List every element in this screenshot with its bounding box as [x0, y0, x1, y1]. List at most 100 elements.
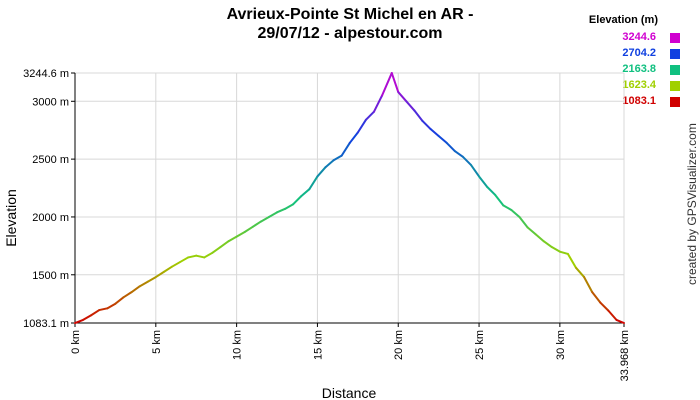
profile-segment — [437, 134, 448, 144]
legend-swatch — [670, 33, 680, 43]
profile-segment — [251, 220, 262, 228]
legend-swatch — [670, 65, 680, 75]
profile-segment — [453, 150, 464, 158]
profile-segment — [219, 240, 230, 249]
profile-segment — [558, 250, 569, 255]
profile-segment — [494, 193, 505, 207]
legend-item-label: 1083.1 — [622, 95, 656, 107]
x-axis-label: Distance — [322, 385, 377, 400]
y-tick-label: 3244.6 m — [23, 68, 69, 80]
profile-segment — [276, 207, 287, 214]
profile-segment — [90, 309, 101, 317]
profile-segment — [259, 215, 270, 223]
y-tick-label: 1500 m — [32, 270, 69, 282]
legend-title: Elevation (m) — [588, 14, 658, 26]
x-tick-label: 30 km — [555, 330, 567, 360]
profile-segment — [348, 131, 359, 144]
profile-segment — [203, 251, 214, 259]
x-tick-label: 20 km — [393, 330, 405, 360]
profile-segment — [227, 235, 238, 243]
x-tick-label: 5 km — [151, 330, 163, 354]
profile-segment — [162, 265, 173, 273]
profile-segment — [421, 119, 432, 131]
legend-item-label: 1623.4 — [622, 79, 656, 91]
profile-segment — [332, 154, 343, 162]
profile-segment — [550, 246, 561, 253]
profile-segment — [154, 270, 165, 279]
profile-segment — [478, 175, 489, 188]
profile-segment — [413, 109, 424, 122]
profile-segment — [267, 211, 279, 218]
profile-segment — [356, 118, 367, 134]
profile-segment — [187, 254, 198, 259]
legend-item: 2704.2 — [600, 47, 680, 61]
legend-swatch — [670, 49, 680, 59]
profile-segment — [445, 141, 456, 153]
profile-segment — [98, 307, 109, 312]
y-tick-labels: 1083.1 m 1500 m 2000 m 2500 m 3000 m 3244.6 m — [23, 68, 69, 330]
profile-segment — [316, 166, 327, 178]
profile-segment — [146, 276, 157, 283]
profile-segment — [243, 225, 254, 233]
x-tick-label: 10 km — [232, 330, 244, 360]
chart-title-line1: Avrieux-Pointe St Michel en AR - — [226, 6, 474, 23]
profile-segment — [130, 285, 141, 294]
legend-swatch — [670, 81, 680, 91]
profile-segment — [284, 203, 295, 210]
y-tick-label: 1083.1 m — [23, 318, 69, 330]
profile-segment — [575, 266, 586, 279]
profile-segment — [518, 215, 529, 229]
profile-segment — [195, 254, 206, 259]
legend-item: 1083.1 — [600, 95, 680, 109]
elevation-profile-line — [74, 72, 625, 325]
profile-segment — [510, 209, 521, 218]
profile-segment — [615, 318, 625, 325]
grid-vertical — [74, 73, 625, 327]
chart-title-line2: 29/07/12 - alpestour.com — [257, 25, 443, 42]
legend-item-label: 3244.6 — [622, 31, 656, 43]
profile-segment — [106, 302, 117, 310]
profile-segment — [82, 314, 93, 321]
profile-segment — [607, 309, 618, 321]
profile-segment — [114, 296, 125, 305]
y-tick-label: 2500 m — [32, 154, 69, 166]
legend-item-label: 2163.8 — [622, 63, 656, 75]
profile-segment — [138, 280, 149, 288]
profile-segment — [486, 185, 497, 196]
legend-item-label: 2704.2 — [622, 47, 656, 59]
profile-segment — [364, 110, 376, 121]
x-tick-labels: 0 km 5 km 10 km 15 km 20 km 25 km 30 km 33.968 … — [70, 330, 631, 381]
legend-swatch — [670, 97, 680, 107]
profile-segment — [308, 175, 319, 191]
y-tick-label: 2000 m — [32, 212, 69, 224]
x-tick-label: 0 km — [70, 330, 82, 354]
profile-segment — [324, 159, 335, 169]
profile-segment — [235, 230, 246, 238]
profile-segment — [381, 72, 393, 97]
plot-frame — [74, 73, 624, 324]
y-tick-label: 3000 m — [32, 96, 69, 108]
profile-segment — [300, 188, 311, 198]
profile-segment — [170, 261, 182, 268]
profile-segment — [397, 91, 408, 103]
profile-segment — [591, 291, 602, 304]
profile-segment — [122, 291, 133, 299]
profile-segment — [292, 195, 303, 206]
profile-segment — [526, 226, 537, 236]
profile-segment — [211, 246, 222, 254]
profile-segment — [461, 155, 472, 166]
x-tick-label: 33.968 km — [619, 330, 631, 381]
profile-segment — [340, 141, 351, 157]
grid-horizontal — [71, 72, 624, 324]
profile-segment — [566, 252, 578, 269]
profile-segment — [405, 100, 416, 112]
x-tick-label: 25 km — [474, 330, 486, 360]
profile-segment — [583, 276, 594, 294]
profile-segment — [179, 256, 190, 264]
y-axis-label: Elevation — [3, 189, 19, 247]
profile-segment — [373, 94, 384, 113]
profile-segment — [74, 318, 85, 325]
legend-item: 3244.6 — [600, 31, 680, 45]
profile-segment — [469, 163, 481, 178]
